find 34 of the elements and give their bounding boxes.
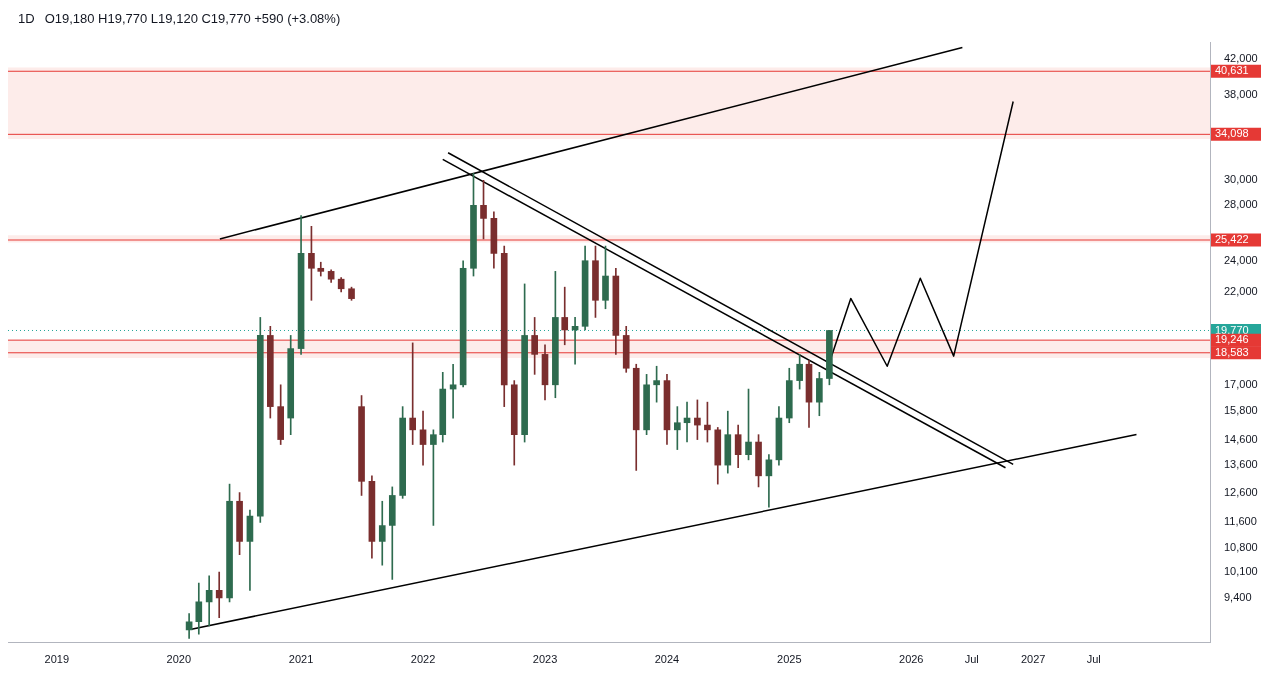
x-tick-label: 2024 [654,653,680,666]
y-tick-label: 24,000 [1224,253,1258,266]
x-tick-label: 2022 [410,653,436,666]
ref-line-label: 19,246 [1215,333,1249,346]
x-tick-label: 2027 [1020,653,1046,666]
y-tick-label: 12,600 [1224,485,1258,498]
y-tick-label: 11,600 [1224,515,1257,528]
y-tick-label: 10,800 [1224,541,1258,554]
y-tick-label: 30,000 [1224,173,1258,186]
y-tick-label: 42,000 [1224,52,1258,65]
chart-title: 1D [18,11,35,26]
y-tick-label: 22,000 [1224,285,1258,298]
x-tick-label: Jul [1086,653,1101,666]
y-tick-label: 10,100 [1224,565,1258,578]
y-tick-label: 9,400 [1224,591,1252,604]
x-tick-label: 2025 [777,653,802,666]
x-tick-label: 2020 [166,653,191,666]
y-tick-label: 15,800 [1224,404,1258,417]
y-tick-label: 28,000 [1224,198,1258,211]
y-tick-label: 14,600 [1224,432,1258,445]
x-tick-label: 2023 [532,653,558,666]
y-tick-label: 17,000 [1224,377,1258,390]
ref-line-label: 34,098 [1215,127,1249,140]
x-tick-label: 2026 [899,653,924,666]
x-tick-label: 2021 [288,653,314,666]
ref-line-label: 18,583 [1215,345,1249,358]
ref-line-label: 19,770 [1215,323,1249,336]
y-tick-label: 13,600 [1224,458,1258,471]
x-tick-label: Jul [964,653,979,666]
y-tick-label: 38,000 [1224,88,1258,101]
ref-line-label: 25,422 [1215,233,1249,246]
ref-line-label: 40,631 [1215,64,1249,77]
chart-subtitle: O19,180 H19,770 L19,120 C19,770 +590 (+3.08%) [44,11,341,26]
x-tick-label: 2019 [44,653,70,666]
